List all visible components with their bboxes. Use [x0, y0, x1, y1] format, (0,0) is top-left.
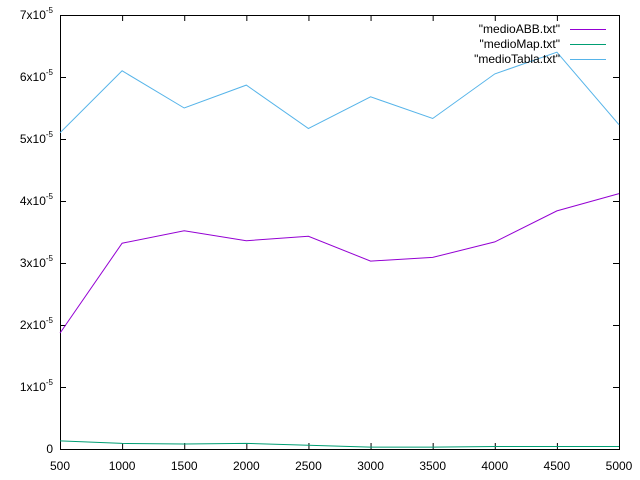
- y-tick-exponent: -5: [46, 316, 54, 325]
- y-tick-label: 0: [46, 442, 53, 456]
- y-tick-mantissa: 6x10: [20, 70, 46, 84]
- legend: "medioABB.txt""medioMap.txt""medioTabla.…: [474, 22, 606, 66]
- y-tick-exponent: -5: [46, 192, 54, 201]
- legend-label-1: "medioMap.txt": [479, 37, 560, 51]
- y-tick-mantissa: 2x10: [20, 318, 46, 332]
- y-tick-mantissa: 1x10: [20, 380, 46, 394]
- x-tick-label: 3500: [419, 459, 446, 473]
- y-tick-mantissa: 3x10: [20, 256, 46, 270]
- series-line-1: [59, 440, 619, 448]
- y-tick-label: 4x10-5: [20, 192, 54, 208]
- x-tick-label: 5000: [606, 459, 633, 473]
- y-tick-exponent: -5: [46, 6, 54, 15]
- x-tick-label: 1500: [171, 459, 198, 473]
- legend-label-0: "medioABB.txt": [479, 22, 560, 36]
- x-tick-label: 2000: [233, 459, 260, 473]
- y-tick-label: 1x10-5: [20, 378, 54, 394]
- y-tick-label: 2x10-5: [20, 316, 54, 332]
- legend-label-2: "medioTabla.txt": [474, 52, 560, 66]
- y-tick-mantissa: 5x10: [20, 132, 46, 146]
- x-tick-label: 3000: [357, 459, 384, 473]
- x-tick-label: 1000: [109, 459, 136, 473]
- series-line-0: [59, 193, 620, 334]
- y-tick-exponent: -5: [46, 378, 54, 387]
- y-tick-label: 6x10-5: [20, 68, 54, 84]
- y-tick-label: 3x10-5: [20, 254, 54, 270]
- series-line-2: [59, 51, 620, 134]
- x-axis-tick-labels: 500 1000 1500 2000 2500 3000 3500 4000 4500 5000: [50, 459, 633, 473]
- y-axis-tick-labels: 01x10-52x10-53x10-54x10-55x10-56x10-57x1…: [20, 6, 54, 456]
- plot-border: [60, 15, 620, 450]
- y-tick-mantissa: 4x10: [20, 194, 46, 208]
- y-tick-label: 5x10-5: [20, 130, 54, 146]
- x-tick-label: 4500: [544, 459, 571, 473]
- y-tick-exponent: -5: [46, 254, 54, 263]
- x-tick-label: 500: [50, 459, 70, 473]
- x-tick-label: 2500: [295, 459, 322, 473]
- y-tick-label: 7x10-5: [20, 6, 54, 22]
- y-tick-mantissa: 7x10: [20, 8, 46, 22]
- y-tick-exponent: -5: [46, 68, 54, 77]
- y-tick-mantissa: 0: [46, 442, 53, 456]
- axis-ticks: [60, 15, 620, 450]
- x-tick-label: 4000: [481, 459, 508, 473]
- series-lines: [59, 51, 620, 448]
- y-tick-exponent: -5: [46, 130, 54, 139]
